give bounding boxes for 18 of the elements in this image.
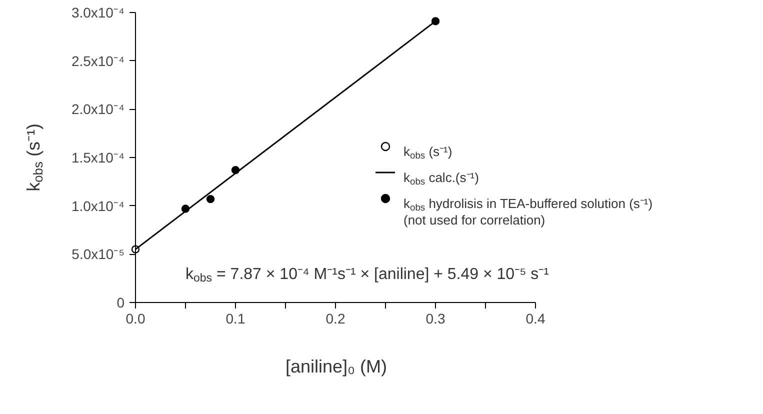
x-tick-label: 0.3 — [426, 310, 446, 326]
x-axis-title: [aniline]₀ (M) — [285, 356, 387, 376]
y-tick-label: 1.5x10⁻⁴ — [71, 150, 125, 166]
point — [206, 194, 215, 204]
x-tick-label: 0.4 — [526, 310, 546, 326]
point — [431, 17, 440, 26]
point — [181, 204, 190, 213]
x-tick-label: 0.2 — [326, 310, 346, 326]
y-tick-label: 2.0x10⁻⁴ — [71, 101, 125, 118]
x-tick-label: 0.0 — [126, 310, 146, 326]
y-tick-label: 1.0x10⁻⁴ — [71, 198, 125, 214]
x-tick-label: 0.1 — [226, 310, 246, 326]
y-axis-title: kobs (s⁻¹) — [24, 124, 46, 192]
y-tick-label: 2.5x10⁻⁴ — [71, 52, 125, 69]
y-tick-label: 5.0x10⁻⁵ — [72, 246, 125, 262]
y-tick-label: 3.0x10⁻⁴ — [71, 4, 125, 20]
y-tick-label: 0 — [116, 294, 125, 310]
point — [231, 166, 240, 174]
